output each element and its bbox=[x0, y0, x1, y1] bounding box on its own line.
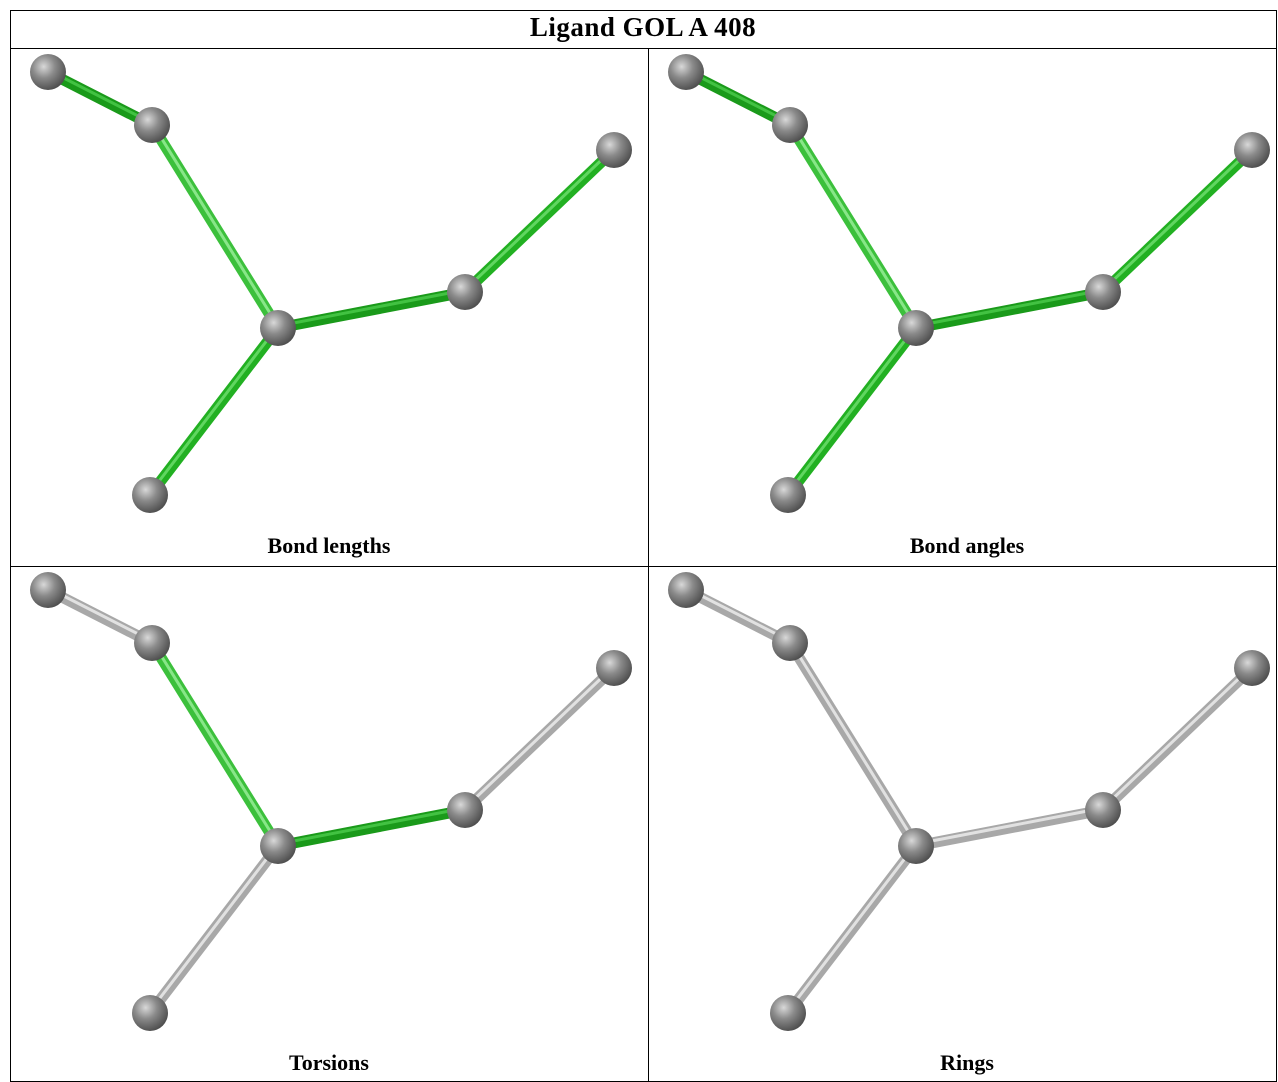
panel-label: Bond lengths bbox=[268, 533, 391, 558]
atom bbox=[596, 650, 632, 686]
bond-highlight bbox=[150, 121, 280, 328]
bond-highlight bbox=[786, 842, 918, 1013]
bond bbox=[910, 286, 1109, 334]
bond bbox=[272, 804, 471, 852]
bond-highlight bbox=[1101, 146, 1254, 292]
atom bbox=[447, 274, 483, 310]
atom bbox=[30, 572, 66, 608]
panel-label: Rings bbox=[940, 1050, 994, 1075]
bond-highlight bbox=[1101, 664, 1254, 810]
bond-highlight bbox=[276, 806, 467, 846]
bond bbox=[42, 584, 158, 649]
panel bbox=[30, 54, 632, 513]
bond-highlight bbox=[684, 68, 792, 125]
bond-highlight bbox=[684, 586, 792, 643]
bond bbox=[680, 584, 796, 649]
atom bbox=[770, 995, 806, 1031]
bond-highlight bbox=[46, 68, 154, 125]
bond-highlight bbox=[148, 842, 280, 1013]
atom bbox=[30, 54, 66, 90]
bond-highlight bbox=[150, 639, 280, 846]
bond-highlight bbox=[788, 639, 918, 846]
bond bbox=[42, 66, 158, 131]
panel-label: Torsions bbox=[289, 1050, 369, 1075]
atom bbox=[134, 107, 170, 143]
atom bbox=[770, 477, 806, 513]
panel-label: Bond angles bbox=[910, 533, 1025, 558]
panel bbox=[668, 54, 1270, 513]
bond bbox=[272, 286, 471, 334]
bond-highlight bbox=[148, 324, 280, 495]
title: Ligand GOL A 408 bbox=[530, 12, 756, 42]
bond-highlight bbox=[786, 324, 918, 495]
bond-highlight bbox=[46, 586, 154, 643]
panels: Bond lengths Bond angles Torsions Rings bbox=[30, 54, 1270, 1075]
atom bbox=[132, 995, 168, 1031]
atom bbox=[260, 828, 296, 864]
atom bbox=[898, 828, 934, 864]
atom bbox=[1085, 274, 1121, 310]
atom bbox=[772, 107, 808, 143]
atom bbox=[134, 625, 170, 661]
panel bbox=[668, 572, 1270, 1031]
bond-highlight bbox=[914, 288, 1105, 328]
bond-highlight bbox=[463, 146, 616, 292]
atom bbox=[1085, 792, 1121, 828]
atom bbox=[447, 792, 483, 828]
atom bbox=[1234, 650, 1270, 686]
table-border bbox=[10, 10, 1277, 1082]
bond bbox=[680, 66, 796, 131]
bond-highlight bbox=[463, 664, 616, 810]
atom bbox=[668, 54, 704, 90]
atom bbox=[1234, 132, 1270, 168]
atom bbox=[668, 572, 704, 608]
atom bbox=[260, 310, 296, 346]
bond-highlight bbox=[788, 121, 918, 328]
bond bbox=[910, 804, 1109, 852]
atom bbox=[772, 625, 808, 661]
atom bbox=[898, 310, 934, 346]
bond-highlight bbox=[276, 288, 467, 328]
panel bbox=[30, 572, 632, 1031]
bond-highlight bbox=[914, 806, 1105, 846]
atom bbox=[132, 477, 168, 513]
atom bbox=[596, 132, 632, 168]
